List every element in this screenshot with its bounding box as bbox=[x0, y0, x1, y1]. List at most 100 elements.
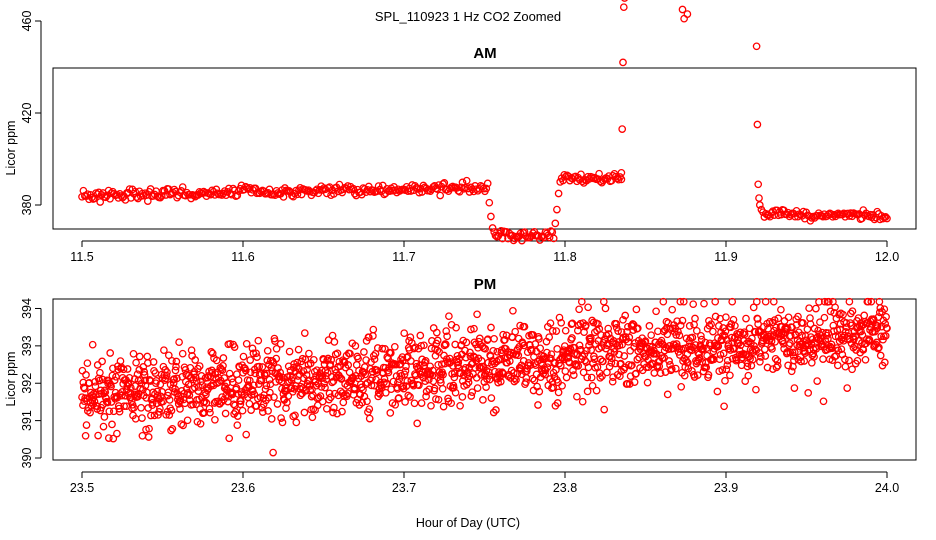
pm-data-point bbox=[361, 370, 370, 379]
pm-data-point bbox=[242, 430, 251, 439]
pm-data-point bbox=[714, 322, 723, 330]
pm-data-point bbox=[726, 323, 735, 332]
pm-data-point bbox=[581, 356, 589, 365]
pm-data-point bbox=[330, 338, 339, 346]
pm-data-point bbox=[422, 392, 430, 401]
pm-data-point bbox=[149, 358, 158, 366]
pm-data-point bbox=[773, 361, 782, 370]
pm-data-point bbox=[261, 371, 269, 380]
pm-data-point bbox=[278, 418, 287, 427]
pm-data-point bbox=[187, 346, 196, 355]
pm-data-point bbox=[482, 383, 490, 391]
pm-data-point bbox=[473, 310, 481, 319]
pm-data-point bbox=[189, 400, 197, 409]
pm-data-point bbox=[409, 381, 418, 390]
pm-data-point bbox=[185, 391, 194, 400]
pm-data-point bbox=[162, 371, 171, 380]
pm-data-point bbox=[300, 329, 309, 337]
am-data-point bbox=[96, 198, 105, 206]
pm-data-point bbox=[427, 401, 435, 410]
pm-data-point bbox=[668, 305, 677, 314]
pm-data-point bbox=[568, 334, 576, 342]
pm-data-point bbox=[205, 404, 214, 413]
pm-data-point bbox=[541, 370, 549, 379]
pm-data-point bbox=[160, 346, 168, 355]
pm-data-point bbox=[335, 373, 344, 382]
pm-data-point bbox=[549, 383, 558, 392]
pm-data-point bbox=[680, 371, 689, 380]
pm-data-point bbox=[273, 400, 282, 408]
pm-data-point bbox=[607, 354, 616, 363]
pm-data-point bbox=[489, 346, 498, 355]
pm-data-point bbox=[218, 366, 227, 375]
pm-data-point bbox=[621, 311, 630, 320]
pm-data-point bbox=[558, 381, 566, 390]
pm-data-point bbox=[720, 402, 728, 411]
pm-data-point bbox=[599, 357, 607, 366]
pm-data-point bbox=[824, 297, 833, 306]
pm-y-tick-label: 392 bbox=[20, 373, 34, 394]
pm-data-point bbox=[378, 344, 387, 353]
pm-data-point bbox=[531, 340, 540, 348]
pm-data-point bbox=[751, 328, 760, 336]
pm-data-point bbox=[136, 376, 145, 385]
pm-data-point bbox=[881, 332, 890, 340]
pm-data-point bbox=[80, 384, 89, 393]
pm-data-point bbox=[864, 297, 873, 306]
pm-data-point bbox=[843, 384, 852, 392]
pm-data-point bbox=[363, 397, 371, 406]
pm-data-point bbox=[692, 326, 701, 335]
pm-data-point bbox=[185, 371, 193, 380]
pm-data-point bbox=[481, 344, 490, 353]
pm-data-point bbox=[520, 322, 529, 331]
pm-data-point bbox=[752, 297, 761, 306]
pm-data-point bbox=[296, 391, 305, 400]
pm-data-point bbox=[720, 331, 729, 340]
am-data-point bbox=[436, 191, 445, 200]
pm-data-point bbox=[714, 342, 723, 351]
pm-data-point bbox=[292, 418, 301, 427]
pm-data-point bbox=[753, 315, 762, 323]
pm-data-point bbox=[626, 346, 635, 355]
pm-data-point bbox=[139, 363, 148, 371]
pm-data-point bbox=[579, 368, 588, 377]
pm-data-point bbox=[577, 297, 586, 306]
am-y-tick-label: 460 bbox=[20, 11, 34, 32]
pm-data-point bbox=[612, 320, 621, 328]
pm-data-point bbox=[743, 339, 751, 348]
am-data-point bbox=[752, 42, 761, 51]
pm-data-point bbox=[715, 355, 724, 364]
pm-data-point bbox=[78, 366, 87, 375]
am-data-point bbox=[488, 224, 497, 232]
pm-data-point bbox=[239, 352, 248, 361]
pm-data-point bbox=[850, 342, 859, 351]
am-y-axis-label: Licor ppm bbox=[4, 121, 18, 176]
am-data-point bbox=[315, 186, 324, 194]
pm-data-point bbox=[277, 414, 285, 422]
pm-data-point bbox=[252, 349, 260, 358]
pm-data-point bbox=[208, 349, 217, 358]
pm-x-tick-label: 24.0 bbox=[875, 481, 899, 495]
pm-data-point bbox=[100, 413, 109, 421]
pm-data-point bbox=[202, 399, 211, 407]
pm-data-point bbox=[507, 366, 516, 375]
pm-data-point bbox=[798, 331, 806, 340]
pm-data-point bbox=[211, 415, 219, 424]
pm-data-point bbox=[398, 353, 407, 361]
pm-data-point bbox=[586, 334, 595, 342]
pm-data-point bbox=[420, 341, 428, 350]
pm-data-point bbox=[820, 297, 829, 306]
pm-data-point bbox=[487, 394, 496, 402]
pm-data-point bbox=[493, 347, 502, 356]
pm-data-point bbox=[142, 394, 151, 402]
pm-data-point bbox=[583, 373, 592, 382]
pm-data-point bbox=[691, 341, 700, 349]
pm-data-point bbox=[87, 391, 96, 400]
pm-data-point bbox=[241, 366, 250, 375]
am-data-point bbox=[143, 197, 152, 205]
pm-data-point bbox=[547, 350, 556, 359]
pm-data-point bbox=[326, 360, 335, 369]
pm-data-point bbox=[130, 403, 138, 412]
pm-data-point bbox=[748, 355, 757, 364]
pm-data-point bbox=[253, 353, 261, 361]
